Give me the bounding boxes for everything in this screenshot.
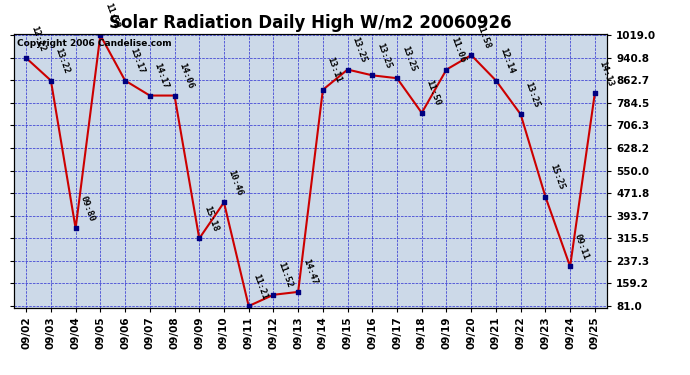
Point bbox=[540, 194, 551, 200]
Text: 13:25: 13:25 bbox=[524, 80, 541, 109]
Point bbox=[46, 78, 57, 84]
Text: Copyright 2006 Candelise.com: Copyright 2006 Candelise.com bbox=[17, 39, 171, 48]
Point bbox=[268, 292, 279, 298]
Text: 13:22: 13:22 bbox=[54, 46, 71, 75]
Point bbox=[119, 78, 130, 84]
Text: 13:25: 13:25 bbox=[400, 44, 417, 73]
Point bbox=[515, 111, 526, 117]
Text: 11:50: 11:50 bbox=[424, 79, 442, 107]
Point bbox=[589, 90, 600, 96]
Text: 14:17: 14:17 bbox=[152, 62, 170, 90]
Point bbox=[70, 225, 81, 231]
Text: 10:46: 10:46 bbox=[227, 168, 244, 197]
Text: 09:11: 09:11 bbox=[573, 232, 591, 261]
Point bbox=[416, 110, 427, 116]
Text: 11:21: 11:21 bbox=[251, 272, 269, 300]
Text: 14:06: 14:06 bbox=[177, 62, 195, 90]
Text: 13:25: 13:25 bbox=[375, 42, 393, 70]
Text: 13:11: 13:11 bbox=[326, 56, 344, 84]
Point bbox=[293, 289, 304, 295]
Text: 12:14: 12:14 bbox=[499, 46, 516, 75]
Point bbox=[441, 66, 452, 72]
Point bbox=[466, 52, 477, 58]
Text: 13:17: 13:17 bbox=[128, 46, 146, 75]
Text: 14:47: 14:47 bbox=[301, 258, 319, 286]
Point bbox=[95, 32, 106, 38]
Text: 13:25: 13:25 bbox=[351, 36, 368, 64]
Text: 11:52: 11:52 bbox=[103, 1, 121, 30]
Text: 15:25: 15:25 bbox=[548, 163, 566, 191]
Point bbox=[21, 55, 32, 61]
Point bbox=[367, 72, 378, 78]
Text: 15:18: 15:18 bbox=[202, 205, 219, 233]
Point bbox=[391, 75, 402, 81]
Point bbox=[491, 78, 502, 84]
Text: 11:52: 11:52 bbox=[276, 261, 294, 289]
Text: 11:58: 11:58 bbox=[474, 21, 492, 50]
Point bbox=[219, 200, 230, 206]
Point bbox=[317, 87, 328, 93]
Text: 14:13: 14:13 bbox=[598, 59, 615, 88]
Point bbox=[564, 264, 575, 270]
Title: Solar Radiation Daily High W/m2 20060926: Solar Radiation Daily High W/m2 20060926 bbox=[109, 14, 512, 32]
Point bbox=[194, 236, 205, 242]
Text: 11:06: 11:06 bbox=[449, 36, 467, 64]
Point bbox=[169, 93, 180, 99]
Point bbox=[342, 66, 353, 72]
Text: 12:22: 12:22 bbox=[29, 24, 47, 52]
Point bbox=[144, 93, 155, 99]
Point bbox=[243, 303, 254, 309]
Text: 09:80: 09:80 bbox=[79, 195, 96, 223]
